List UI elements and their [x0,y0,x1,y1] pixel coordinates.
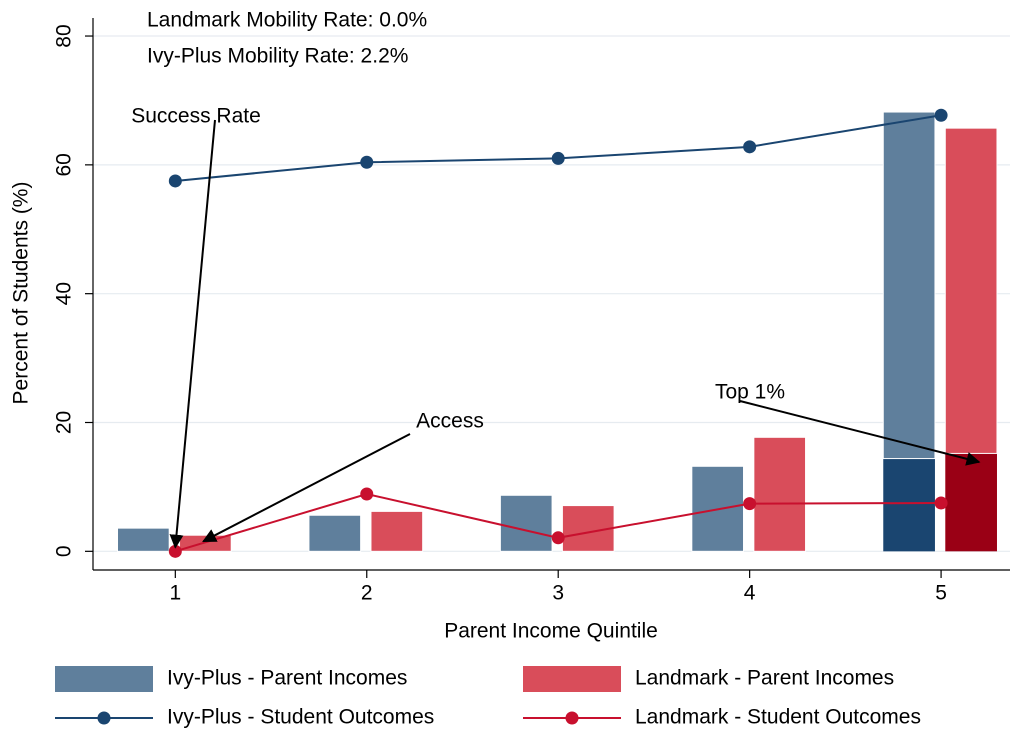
y-tick-label: 20 [53,411,76,434]
point [551,531,565,545]
point [743,140,757,154]
x-tick-label: 3 [552,582,564,605]
legend-label: Landmark - Student Outcomes [635,706,921,729]
point [360,487,374,501]
y-tick-label: 0 [53,545,76,557]
legend-swatch [523,666,621,692]
bar [944,127,998,454]
bar [308,514,362,552]
legend-label: Ivy-Plus - Parent Incomes [167,667,407,690]
x-tick-label: 2 [361,582,373,605]
point [934,496,948,510]
annotation-arrow [169,119,216,549]
bar [753,436,807,552]
annotation-arrow [202,433,411,543]
point [551,151,565,165]
y-axis-label: Percent of Students (%) [10,182,33,405]
annotation-arrow [739,400,981,466]
mobility-rate: Ivy-Plus Mobility Rate: 2.2% [147,45,408,68]
mobility-rate: Landmark Mobility Rate: 0.0% [147,9,427,32]
bar [499,494,553,552]
top-1-bar [945,453,997,552]
x-tick-label: 5 [935,582,947,605]
legend-label: Landmark - Parent Incomes [635,667,894,690]
legend-swatch [565,711,579,725]
annotation: Access [416,410,484,433]
top-1-bar [883,458,935,552]
legend-swatch [97,711,111,725]
bar [882,111,936,460]
x-tick-label: 1 [169,582,181,605]
point [934,108,948,122]
legend-swatch [55,666,153,692]
point [168,174,182,188]
bar [117,527,170,552]
x-axis-label: Parent Income Quintile [444,620,658,643]
y-tick-label: 60 [53,153,76,176]
bar [370,510,424,552]
annotation: Success Rate [131,105,261,128]
legend-label: Ivy-Plus - Student Outcomes [167,706,434,729]
x-tick-label: 4 [744,582,756,605]
y-tick-label: 80 [53,24,76,47]
point [743,497,757,511]
point [360,155,374,169]
y-tick-label: 40 [53,282,76,305]
annotation: Top 1% [715,381,785,404]
